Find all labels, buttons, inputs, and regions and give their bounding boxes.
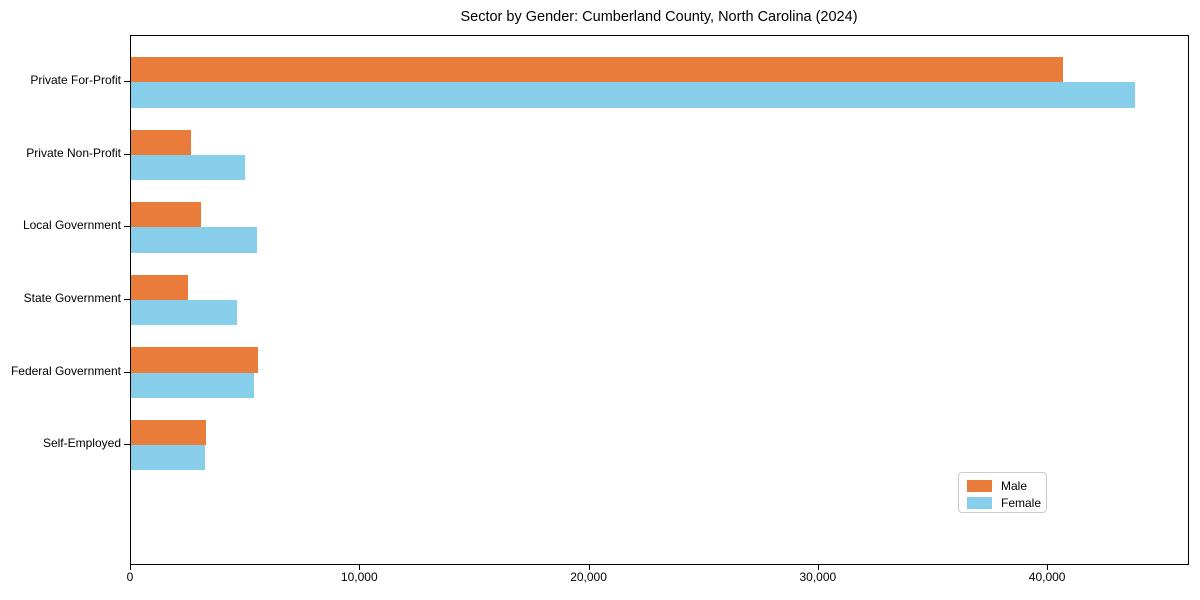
bar-female-federal-government [131,372,255,398]
bar-female-private-non-profit [131,154,246,181]
y-tick-private-for-profit [124,81,130,83]
bar-male-local-government [131,202,201,228]
x-tick-label-30-000: 30,000 [799,570,837,584]
x-tick-20-000 [588,564,590,570]
x-tick-label-10-000: 10,000 [340,570,378,584]
bar-female-self-employed [131,445,205,471]
bar-female-state-government [131,300,237,326]
bar-female-local-government [131,227,257,253]
legend-label-female: Female [1001,495,1042,510]
legend-item-female: Female [967,495,1046,510]
x-tick-30-000 [817,564,819,570]
bar-male-self-employed [131,419,207,446]
bar-male-private-for-profit [131,57,1064,83]
y-tick-private-non-profit [124,153,130,155]
legend: Male Female [958,472,1047,513]
x-tick-label-0: 0 [126,570,134,584]
x-tick-10-000 [359,564,361,570]
legend-swatch-female [967,496,992,509]
category-label-private-for-profit: Private For-Profit [30,73,121,88]
y-tick-self-employed [124,444,130,446]
plot-area [130,35,1189,565]
bar-male-federal-government [131,347,258,373]
x-tick-40-000 [1047,564,1049,570]
category-label-federal-government: Federal Government [10,363,121,378]
legend-item-male: Male [967,478,1046,493]
category-label-state-government: State Government [23,291,121,305]
y-tick-state-government [124,299,130,300]
x-tick-label-20-000: 20,000 [570,570,607,584]
bar-male-private-non-profit [131,129,191,155]
category-label-local-government: Local Government [22,218,121,233]
category-label-private-non-profit: Private Non-Profit [26,145,121,160]
y-tick-federal-government [124,371,130,373]
bar-male-state-government [131,274,189,300]
y-tick-local-government [124,226,130,228]
bar-female-private-for-profit [131,82,1136,108]
category-label-self-employed: Self-Employed [42,436,121,451]
chart-title: Sector by Gender: Cumberland County, Nor… [460,9,858,25]
legend-swatch-male [967,479,992,492]
x-tick-0 [130,564,131,570]
legend-label-male: Male [1001,478,1028,493]
x-tick-label-40-000: 40,000 [1028,570,1066,584]
